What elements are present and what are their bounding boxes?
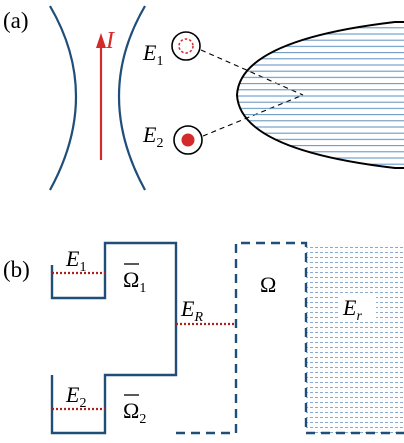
constriction-right-edge (118, 5, 146, 191)
panel-a: (a) I E1 E2 (3, 5, 404, 191)
current-label: I (105, 28, 115, 54)
e2-state-circle (173, 125, 203, 155)
omega-bar-2-label: Ω2 (123, 394, 146, 427)
panel-a-label: (a) (3, 8, 29, 33)
panel-b-label: (b) (3, 257, 30, 282)
omega-bar-1-label: Ω1 (123, 263, 146, 296)
svg-text:Ω1: Ω1 (123, 267, 146, 296)
svg-text:Ω2: Ω2 (123, 398, 146, 427)
potential-profile-dashed (176, 241, 404, 435)
omega-label: Ω (260, 272, 276, 297)
reservoir-er-label: Er (342, 295, 362, 324)
potential-profile-solid (50, 241, 178, 435)
reservoir-label-bg (340, 294, 376, 322)
current-arrow (96, 33, 106, 160)
level-er-label: ER (180, 296, 203, 325)
well-e2-label: E2 (65, 382, 86, 411)
e1-empty-charge (178, 38, 194, 54)
e2-filled-charge (181, 133, 195, 147)
e1-state-circle (171, 31, 201, 61)
reservoir-hatch (306, 243, 404, 433)
constriction-left-edge (49, 5, 77, 191)
panel-b: (b) E1 E2 Ω1 Ω2 ER Ω Er (3, 241, 404, 435)
tip-region (235, 21, 404, 169)
e2-state-label: E2 (142, 122, 163, 151)
e1-state-label: E1 (142, 40, 163, 69)
well-e1-label: E1 (65, 246, 86, 275)
